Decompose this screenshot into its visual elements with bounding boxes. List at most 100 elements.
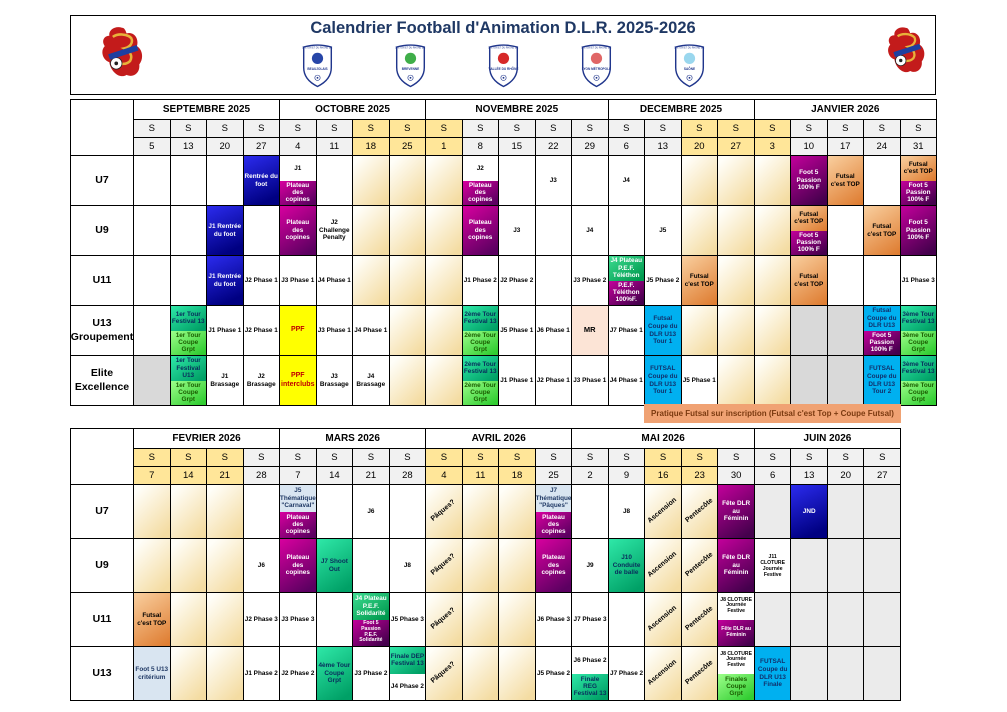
event-cell: J8 CLOTURE Journée Festive Finales Coupe …	[717, 646, 754, 700]
vacation-cell	[352, 255, 389, 305]
event-cell: Futsal Coupe du DLR U13 Foot 5 Passion 10…	[863, 305, 900, 355]
day-letter: S	[644, 448, 681, 466]
day-letter: S	[315, 448, 353, 466]
vacation-cell	[388, 355, 425, 405]
day-letter: S	[388, 119, 425, 137]
month-header: JUIN 2026	[753, 428, 900, 448]
shaded-cell	[826, 355, 863, 405]
row-label: U11	[70, 255, 133, 305]
shaded-cell	[826, 305, 863, 355]
empty-cell	[826, 255, 863, 305]
vacation-cell	[133, 538, 170, 592]
event-cell: J1 Phase 2	[461, 255, 498, 305]
header: Calendrier Football d'Animation D.L.R. 2…	[70, 15, 936, 95]
vacation-cell	[498, 646, 535, 700]
event-label: J2	[462, 156, 498, 181]
shaded-cell	[863, 646, 900, 700]
day-letter: S	[315, 119, 352, 137]
empty-cell	[242, 205, 279, 255]
vacation-cell	[169, 646, 207, 700]
day-letter: S	[790, 119, 827, 137]
event-cell: J2 Phase 2	[498, 255, 535, 305]
event-cell: FUTSAL Coupe du DLR U13 Finale	[753, 646, 791, 700]
event-label: J8 CLOTURE Journée Festive	[718, 647, 754, 674]
day-letter: S	[498, 448, 535, 466]
event-label: Finales Coupe Grpt	[718, 673, 754, 700]
date-cell: 8	[461, 137, 498, 155]
empty-cell	[571, 155, 608, 205]
district-badge: DISTRICT DE LYON ET DU RHONE DE FOOTBALL…	[674, 44, 705, 88]
shaded-cell	[790, 538, 827, 592]
date-cell: 18	[498, 466, 535, 484]
event-cell: JND	[790, 484, 827, 538]
event-cell: J8	[388, 538, 426, 592]
vacation-cell	[206, 484, 243, 538]
vacation-cell	[717, 205, 754, 255]
date-cell: 7	[279, 466, 316, 484]
event-cell: J6 Phase 2 Finale REG Festival 13	[571, 646, 608, 700]
date-cell: 24	[863, 137, 900, 155]
empty-cell	[607, 592, 645, 646]
empty-cell	[133, 305, 170, 355]
vacation-cell	[352, 205, 389, 255]
vacation-cell	[133, 484, 170, 538]
event-label: Plateau des copines	[280, 511, 316, 538]
event-cell: J9	[571, 538, 608, 592]
empty-cell	[388, 484, 426, 538]
event-label: 2ème Tour Coupe Grpt	[462, 330, 498, 355]
event-cell: 4ème Tour Coupe Grpt	[315, 646, 353, 700]
event-label: J8 CLOTURE Journée Festive	[718, 593, 754, 620]
event-label: 1er Tour Coupe Grpt	[170, 380, 206, 405]
day-letter: S	[206, 119, 243, 137]
event-cell: J2 Phase 2	[279, 646, 316, 700]
empty-cell	[133, 255, 170, 305]
month-header: NOVEMBRE 2025	[425, 99, 608, 119]
month-header: FEVRIER 2026	[133, 428, 280, 448]
event-cell: J1 Phase 3	[899, 255, 936, 305]
vacation-cell	[206, 592, 243, 646]
date-cell: 28	[242, 466, 280, 484]
holiday-cell: Pentecôte	[680, 646, 718, 700]
vacation-cell	[461, 646, 499, 700]
empty-cell	[498, 155, 535, 205]
event-label: J4 Phase 2	[389, 673, 426, 700]
day-letter: S	[133, 448, 170, 466]
event-cell: J4 Plateau P.E.F. Téléthon P.E.F. Télétho…	[607, 255, 644, 305]
holiday-label: Pâques?	[430, 660, 457, 686]
event-cell: J2 Phase 1	[242, 255, 279, 305]
event-cell: J3 Phase 2	[571, 255, 608, 305]
event-cell: J8 CLOTURE Journée Festive Fête DLR au Fé…	[717, 592, 754, 646]
month-header: JANVIER 2026	[753, 99, 936, 119]
event-cell: J1 Phase 2	[242, 646, 280, 700]
holiday-label: Pâques?	[430, 552, 457, 578]
event-cell: Futsal c'est TOP	[133, 592, 170, 646]
event-label: Foot 5 Passion 100% F	[900, 180, 936, 205]
empty-cell	[571, 484, 608, 538]
event-label: J7 Thématique "Pâques"	[535, 485, 572, 512]
day-letter: S	[461, 448, 499, 466]
day-letter: S	[571, 119, 608, 137]
event-cell: 2ème Tour Festival 13 2ème Tour Coupe Grp…	[461, 355, 498, 405]
event-label: J4 Plateau P.E.F. Solidarité	[353, 593, 389, 620]
vacation-cell	[717, 255, 754, 305]
event-cell: J3 Brassage	[315, 355, 352, 405]
vacation-cell	[425, 355, 462, 405]
day-letter: S	[425, 448, 462, 466]
event-cell: 3ème Tour Festival 13 3ème Tour Coupe Grp…	[899, 305, 936, 355]
day-letter: S	[425, 119, 462, 137]
svg-text:DISTRICT DE LYON ET DU RHONE D: DISTRICT DE LYON ET DU RHONE DE FOOTBALL	[302, 47, 333, 50]
month-header: AVRIL 2026	[425, 428, 572, 448]
month-header: DECEMBRE 2025	[607, 99, 754, 119]
vacation-cell	[388, 305, 425, 355]
date-cell: 9	[607, 466, 645, 484]
event-cell: FUTSAL Coupe du DLR U13 Tour 1	[644, 355, 681, 405]
event-cell: J2 Phase 1	[534, 355, 571, 405]
event-label: 3ème Tour Festival 13	[900, 356, 936, 381]
shaded-cell	[826, 538, 864, 592]
event-cell: Futsal c'est TOP Foot 5 Passion 100% F	[899, 155, 936, 205]
vacation-cell	[498, 538, 535, 592]
event-label: Futsal Coupe du DLR U13	[864, 306, 900, 331]
day-letter: S	[169, 119, 206, 137]
vacation-cell	[206, 538, 243, 592]
holiday-cell: Pentecôte	[680, 592, 718, 646]
